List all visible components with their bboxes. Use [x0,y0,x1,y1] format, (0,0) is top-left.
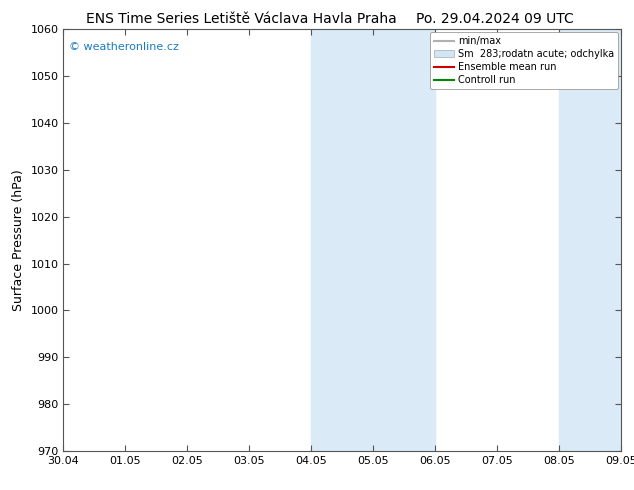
Text: Po. 29.04.2024 09 UTC: Po. 29.04.2024 09 UTC [416,12,573,26]
Bar [311,29,436,451]
Legend: min/max, Sm  283;rodatn acute; odchylka, Ensemble mean run, Controll run: min/max, Sm 283;rodatn acute; odchylka, … [430,32,618,89]
Text: ENS Time Series Letiště Václava Havla Praha: ENS Time Series Letiště Václava Havla Pr… [86,12,396,26]
Bar [559,29,621,451]
Y-axis label: Surface Pressure (hPa): Surface Pressure (hPa) [12,169,25,311]
Text: © weatheronline.cz: © weatheronline.cz [69,42,179,52]
